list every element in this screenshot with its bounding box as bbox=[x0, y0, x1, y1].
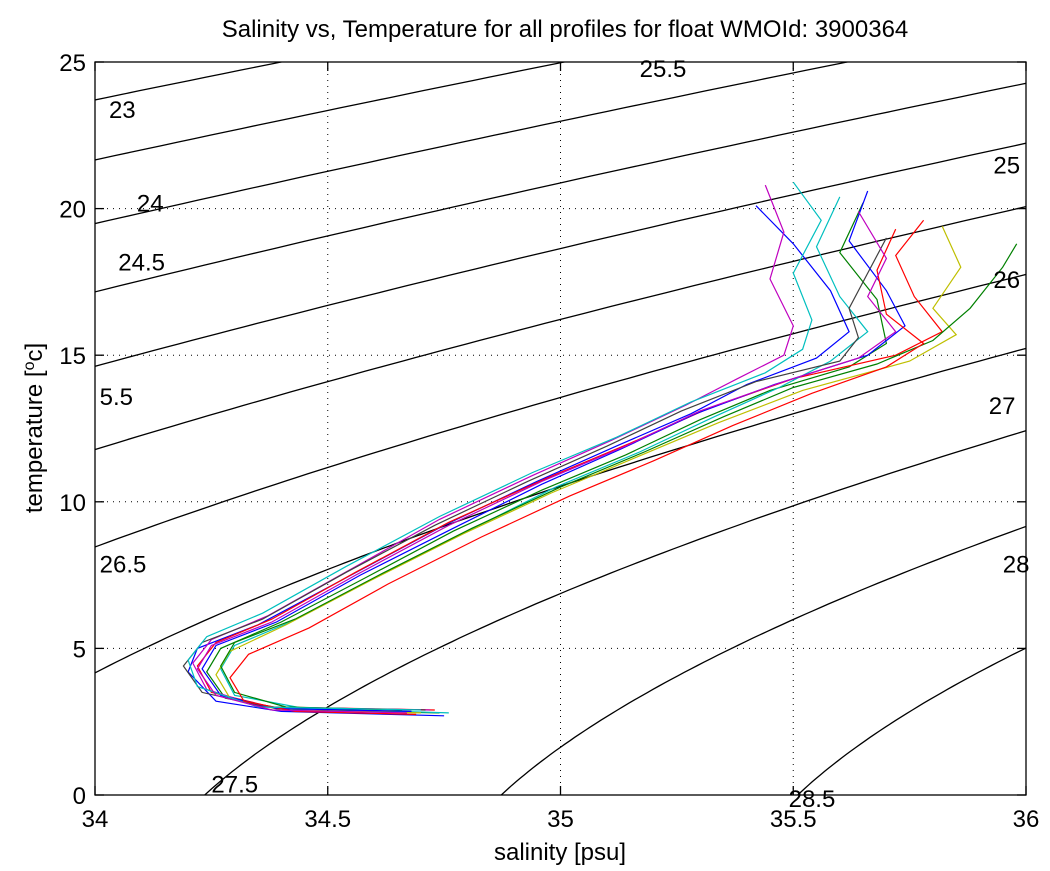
density-contour-27.5 bbox=[203, 430, 1026, 795]
density-contour-label: 24 bbox=[137, 191, 164, 218]
y-axis-ticks: 0 5 10 15 20 25 bbox=[59, 50, 1026, 810]
profile-line bbox=[205, 202, 888, 714]
density-contour-labels: 23 25.5 24 25 24.5 26 5.5 27 26.5 28 27.5 28.5 bbox=[100, 56, 1030, 813]
x-axis-ticks: 34 34.5 35 35.5 36 bbox=[82, 62, 1040, 833]
x-tick-label: 35.5 bbox=[770, 806, 817, 833]
grid-lines bbox=[95, 62, 1026, 795]
profile-line bbox=[192, 184, 794, 711]
density-contour-25 bbox=[95, 82, 1026, 293]
density-contour-label: 26 bbox=[993, 267, 1020, 294]
y-tick-label: 5 bbox=[73, 636, 86, 663]
profile-line bbox=[187, 181, 822, 711]
density-contour-28 bbox=[500, 525, 1026, 795]
y-tick-label: 15 bbox=[59, 343, 86, 370]
profile-line bbox=[196, 219, 944, 711]
density-contour-label: 24.5 bbox=[118, 249, 165, 276]
y-axis-label-unit: c] bbox=[21, 343, 48, 362]
profile-line bbox=[229, 228, 925, 715]
chart-title: Salinity vs, Temperature for all profile… bbox=[222, 16, 909, 43]
x-tick-label: 34 bbox=[82, 806, 109, 833]
density-contour-label: 28.5 bbox=[789, 786, 836, 813]
density-contour-label: 5.5 bbox=[100, 384, 133, 411]
density-contour-23.5 bbox=[95, 62, 285, 101]
x-tick-label: 34.5 bbox=[304, 806, 351, 833]
density-contour-label: 26.5 bbox=[100, 551, 147, 578]
y-axis-label-main: temperature [ bbox=[21, 370, 48, 513]
density-contour-26.5 bbox=[95, 273, 1026, 548]
density-contour-label: 23 bbox=[109, 97, 136, 124]
x-tick-label: 36 bbox=[1013, 806, 1040, 833]
density-contour-label: 25.5 bbox=[640, 56, 687, 83]
density-contour-24.5 bbox=[95, 62, 851, 225]
profile-line bbox=[201, 190, 906, 712]
profile-line bbox=[215, 225, 962, 714]
x-axis-label: salinity [psu] bbox=[494, 839, 626, 866]
y-tick-label: 10 bbox=[59, 490, 86, 517]
profile-lines bbox=[182, 181, 1018, 717]
profile-line bbox=[220, 243, 1018, 711]
density-contour-label: 27.5 bbox=[211, 771, 258, 798]
density-contour-label: 25 bbox=[993, 153, 1020, 180]
y-tick-label: 25 bbox=[59, 50, 86, 77]
profile-line bbox=[196, 211, 897, 714]
density-contour-label: 27 bbox=[989, 393, 1016, 420]
density-contour-27 bbox=[95, 347, 1026, 674]
profile-line bbox=[187, 205, 850, 717]
profile-line bbox=[220, 196, 869, 714]
density-contour-28.5 bbox=[796, 647, 1026, 795]
y-tick-label: 0 bbox=[73, 783, 86, 810]
density-contour-25.5 bbox=[95, 142, 1026, 367]
profile-line bbox=[182, 237, 887, 711]
density-contour-label: 28 bbox=[1003, 551, 1030, 578]
density-contours bbox=[95, 62, 1026, 795]
y-tick-label: 20 bbox=[59, 197, 86, 224]
y-axis-label: temperature [oc] bbox=[21, 343, 48, 513]
density-contour-26 bbox=[95, 205, 1026, 451]
y-axis-label-degree: o bbox=[21, 361, 38, 370]
x-tick-label: 35 bbox=[547, 806, 574, 833]
